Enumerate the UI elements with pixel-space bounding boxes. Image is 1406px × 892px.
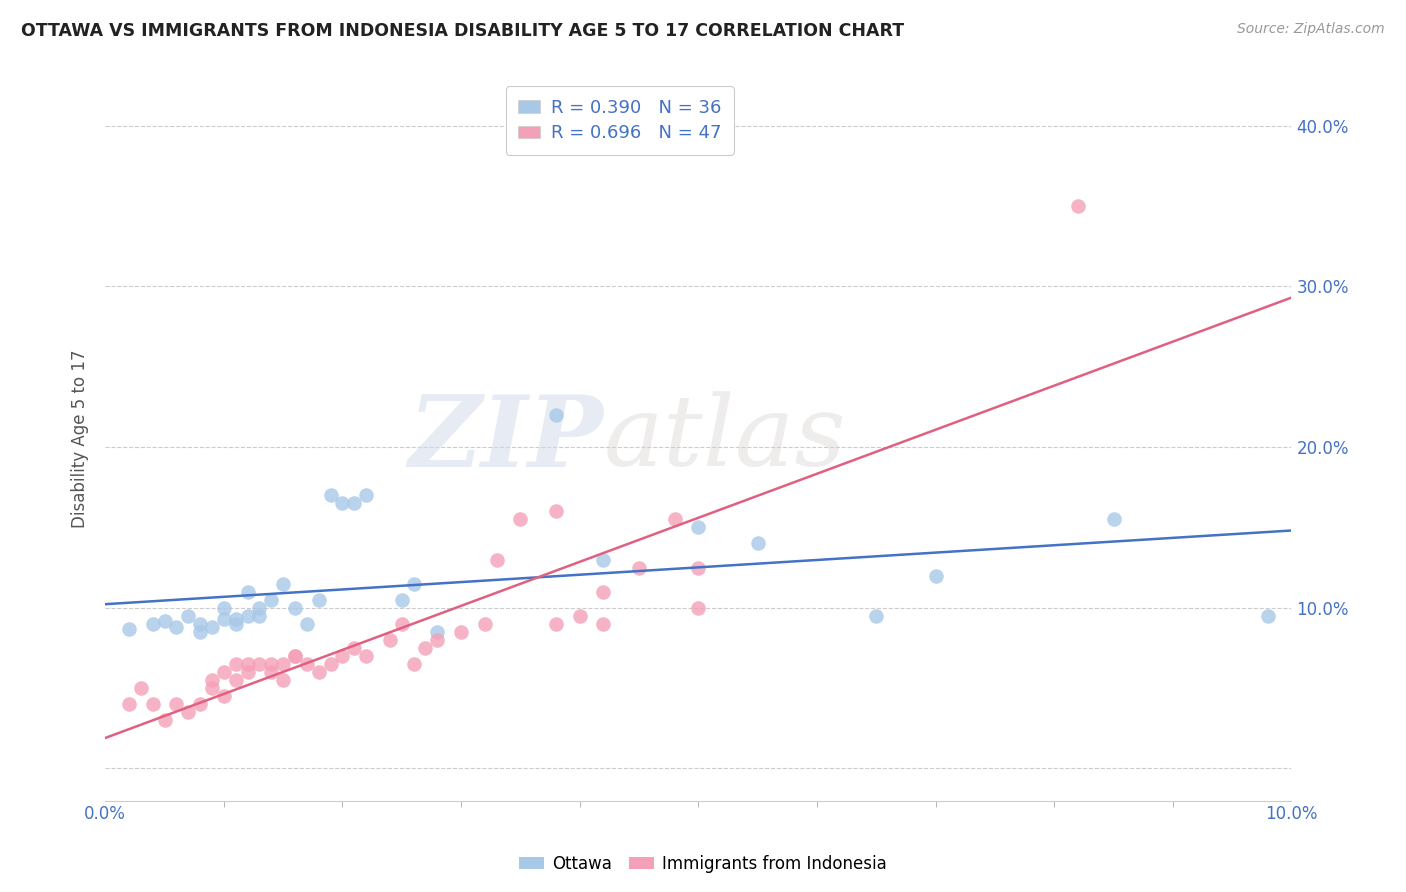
Point — [332, 648, 354, 663]
Point — [212, 600, 235, 615]
Point — [212, 665, 235, 679]
Point — [568, 608, 591, 623]
Point — [249, 657, 271, 671]
Point — [1102, 512, 1125, 526]
Point — [1257, 608, 1279, 623]
Point — [188, 697, 211, 711]
Point — [225, 612, 247, 626]
Point — [236, 657, 259, 671]
Point — [249, 600, 271, 615]
Point — [295, 657, 318, 671]
Point — [142, 697, 165, 711]
Point — [865, 608, 887, 623]
Y-axis label: Disability Age 5 to 17: Disability Age 5 to 17 — [72, 350, 89, 528]
Point — [343, 640, 366, 655]
Point — [188, 616, 211, 631]
Point — [212, 612, 235, 626]
Point — [188, 624, 211, 639]
Point — [284, 648, 307, 663]
Point — [544, 408, 567, 422]
Point — [129, 681, 152, 695]
Point — [688, 560, 710, 574]
Point — [664, 512, 686, 526]
Point — [225, 673, 247, 687]
Text: Source: ZipAtlas.com: Source: ZipAtlas.com — [1237, 22, 1385, 37]
Point — [260, 657, 283, 671]
Point — [354, 648, 377, 663]
Point — [688, 520, 710, 534]
Point — [165, 697, 187, 711]
Point — [177, 705, 200, 719]
Point — [212, 689, 235, 703]
Point — [592, 552, 614, 566]
Point — [260, 665, 283, 679]
Point — [391, 616, 413, 631]
Point — [1067, 199, 1090, 213]
Point — [474, 616, 496, 631]
Point — [544, 616, 567, 631]
Point — [308, 665, 330, 679]
Point — [118, 697, 141, 711]
Point — [236, 665, 259, 679]
Point — [236, 608, 259, 623]
Point — [391, 592, 413, 607]
Point — [225, 657, 247, 671]
Point — [201, 673, 224, 687]
Legend: R = 0.390   N = 36, R = 0.696   N = 47: R = 0.390 N = 36, R = 0.696 N = 47 — [506, 87, 734, 155]
Point — [260, 592, 283, 607]
Point — [402, 576, 425, 591]
Point — [201, 681, 224, 695]
Point — [627, 560, 650, 574]
Point — [688, 600, 710, 615]
Point — [153, 713, 176, 727]
Point — [747, 536, 769, 550]
Point — [165, 620, 187, 634]
Point — [426, 632, 449, 647]
Point — [284, 648, 307, 663]
Point — [544, 504, 567, 518]
Point — [450, 624, 472, 639]
Point — [319, 657, 342, 671]
Point — [271, 576, 294, 591]
Point — [343, 496, 366, 510]
Point — [592, 616, 614, 631]
Point — [354, 488, 377, 502]
Point — [142, 616, 165, 631]
Point — [236, 584, 259, 599]
Point — [319, 488, 342, 502]
Point — [225, 616, 247, 631]
Point — [592, 584, 614, 599]
Text: ZIP: ZIP — [408, 391, 603, 487]
Point — [201, 620, 224, 634]
Point — [308, 592, 330, 607]
Text: atlas: atlas — [603, 392, 846, 487]
Point — [426, 624, 449, 639]
Point — [509, 512, 531, 526]
Legend: Ottawa, Immigrants from Indonesia: Ottawa, Immigrants from Indonesia — [512, 848, 894, 880]
Point — [177, 608, 200, 623]
Point — [153, 614, 176, 628]
Point — [118, 622, 141, 636]
Text: OTTAWA VS IMMIGRANTS FROM INDONESIA DISABILITY AGE 5 TO 17 CORRELATION CHART: OTTAWA VS IMMIGRANTS FROM INDONESIA DISA… — [21, 22, 904, 40]
Point — [249, 608, 271, 623]
Point — [271, 673, 294, 687]
Point — [415, 640, 437, 655]
Point — [378, 632, 401, 647]
Point — [284, 600, 307, 615]
Point — [924, 568, 946, 582]
Point — [332, 496, 354, 510]
Point — [402, 657, 425, 671]
Point — [295, 616, 318, 631]
Point — [271, 657, 294, 671]
Point — [485, 552, 508, 566]
